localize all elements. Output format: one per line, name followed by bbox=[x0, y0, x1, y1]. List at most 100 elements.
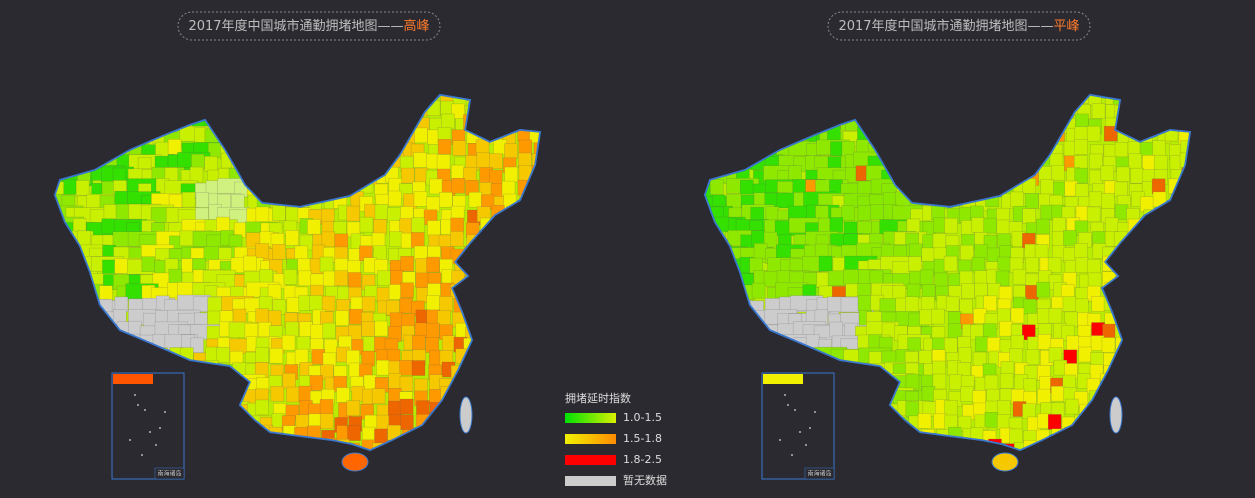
region bbox=[1102, 323, 1116, 340]
region bbox=[269, 347, 284, 364]
island bbox=[159, 427, 161, 429]
region bbox=[918, 350, 933, 366]
region bbox=[1025, 349, 1040, 366]
island bbox=[805, 444, 807, 446]
region bbox=[763, 231, 778, 248]
region bbox=[1025, 193, 1039, 209]
region bbox=[272, 244, 286, 260]
region bbox=[371, 388, 386, 405]
region bbox=[374, 428, 388, 445]
region bbox=[63, 179, 77, 195]
region bbox=[960, 244, 974, 261]
region bbox=[504, 143, 518, 159]
region bbox=[1074, 298, 1089, 315]
region bbox=[141, 256, 156, 272]
region bbox=[441, 335, 456, 351]
region bbox=[1010, 307, 1025, 324]
region bbox=[476, 152, 491, 168]
region bbox=[335, 310, 349, 326]
region bbox=[996, 400, 1011, 416]
region bbox=[257, 321, 272, 338]
inset-coast bbox=[763, 374, 803, 384]
region bbox=[322, 322, 336, 339]
region bbox=[349, 308, 363, 325]
region bbox=[204, 156, 218, 172]
region bbox=[361, 296, 376, 312]
region bbox=[504, 166, 518, 183]
region bbox=[255, 399, 269, 416]
region bbox=[270, 386, 285, 402]
region bbox=[374, 320, 388, 337]
map-border bbox=[54, 94, 541, 451]
region bbox=[753, 243, 768, 259]
region bbox=[908, 256, 922, 272]
region bbox=[346, 400, 361, 417]
region bbox=[413, 191, 428, 207]
region bbox=[309, 375, 324, 391]
region bbox=[1010, 334, 1025, 351]
region bbox=[387, 207, 401, 223]
region bbox=[971, 256, 986, 273]
region bbox=[255, 243, 270, 259]
region bbox=[943, 400, 958, 416]
region bbox=[414, 127, 428, 144]
region bbox=[411, 217, 425, 233]
region bbox=[1089, 169, 1103, 186]
region bbox=[1050, 385, 1065, 402]
region bbox=[1153, 155, 1168, 171]
region bbox=[285, 321, 299, 338]
island bbox=[784, 394, 786, 396]
region bbox=[1037, 308, 1051, 324]
region bbox=[468, 191, 483, 208]
region bbox=[905, 401, 920, 417]
region bbox=[986, 337, 1001, 353]
region bbox=[388, 373, 402, 389]
region bbox=[1063, 230, 1077, 246]
region bbox=[272, 205, 286, 221]
region bbox=[1051, 164, 1065, 181]
region bbox=[77, 230, 91, 247]
region bbox=[388, 190, 402, 207]
region bbox=[996, 219, 1011, 236]
legend-swatch bbox=[565, 455, 616, 465]
region bbox=[216, 347, 230, 363]
region bbox=[1074, 167, 1089, 184]
region bbox=[189, 166, 204, 183]
region bbox=[387, 400, 402, 417]
region bbox=[413, 152, 427, 168]
region bbox=[399, 398, 414, 415]
region bbox=[1114, 181, 1128, 198]
region bbox=[1037, 388, 1051, 405]
region bbox=[1142, 155, 1156, 171]
region bbox=[334, 270, 349, 287]
region bbox=[374, 204, 389, 220]
hainan bbox=[991, 452, 1019, 472]
region bbox=[181, 191, 196, 208]
region bbox=[347, 272, 362, 288]
title-frame bbox=[827, 11, 1091, 41]
taiwan bbox=[1109, 396, 1123, 434]
region bbox=[999, 320, 1013, 337]
region bbox=[1036, 281, 1050, 298]
region bbox=[399, 218, 413, 234]
island bbox=[814, 411, 816, 413]
region bbox=[411, 360, 426, 376]
legend-title: 拥堵延时指数 bbox=[565, 391, 631, 405]
title-frame bbox=[177, 11, 441, 41]
region bbox=[347, 425, 361, 441]
region bbox=[829, 321, 843, 338]
region bbox=[1087, 258, 1101, 275]
inset-label-box bbox=[154, 467, 185, 480]
inset-label: 南海诸岛 bbox=[807, 470, 831, 478]
region bbox=[1130, 167, 1144, 184]
region bbox=[439, 296, 453, 312]
legend-swatch bbox=[565, 434, 616, 444]
legend-label: 1.8-2.5 bbox=[623, 453, 662, 466]
region bbox=[399, 359, 413, 376]
region bbox=[427, 220, 441, 236]
region bbox=[282, 372, 296, 389]
region bbox=[319, 413, 334, 429]
title-highlight: 平峰 bbox=[1054, 19, 1080, 34]
inset-coast bbox=[113, 374, 153, 384]
